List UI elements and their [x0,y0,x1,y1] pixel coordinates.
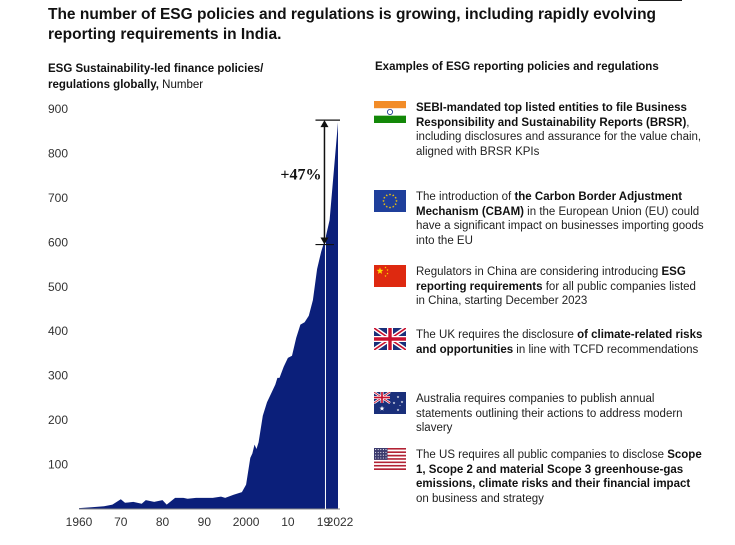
example-text: Australia requires companies to publish … [416,392,706,436]
y-tick-label: 300 [48,369,68,383]
area-series [79,122,338,510]
example-text-regular: Regulators in China are considering intr… [416,266,662,278]
example-text-regular: on business and strategy [416,492,544,505]
x-tick-label: 80 [156,515,170,529]
example-text-bold: Scope 1, Scope 2 and material Scope 3 gr… [416,449,702,490]
top-rule [638,0,682,1]
example-text-regular: in line with TCFD recommendations [513,343,699,356]
y-tick-label: 600 [48,235,68,249]
growth-arrow-head-up [320,120,329,128]
example-text: SEBI-mandated top listed entities to fil… [416,101,706,159]
x-tick-label: 2022 [327,515,354,529]
x-tick-label: 19 [317,515,331,529]
y-tick-label: 900 [48,102,68,116]
uk-flag-icon [374,328,406,350]
esg-policies-chart: 100 200 300 400 500 600 700 800 900 +47% 1960 70 80 9… [48,102,354,529]
y-tick-label: 400 [48,324,68,338]
example-text-regular: , including disclosures and assurance fo… [416,116,702,158]
x-tick-label: 1960 [66,515,93,529]
chart-title-unit: Number [158,79,204,91]
example-text: The US requires all public companies to … [416,448,706,506]
example-text-bold: SEBI-mandated top listed entities to fil… [416,102,687,129]
example-text-regular: in the European Union (EU) could have a … [416,205,704,247]
example-text: The introduction of the Carbon Border Ad… [416,190,706,248]
example-text-bold: the Carbon Border Adjustment Mechanism (… [416,191,683,218]
example-text: Regulators in China are considering intr… [416,265,706,309]
examples-title: Examples of ESG reporting policies and r… [375,61,659,73]
example-text-regular: The UK requires the disclosure [416,329,578,341]
example-text-regular: Australia requires companies to publish … [416,393,683,434]
y-tick-label: 700 [48,191,68,205]
us-flag-icon [374,448,406,470]
x-tick-label: 2000 [233,515,260,529]
example-text: The UK requires the disclosure of climat… [416,328,706,357]
y-tick-label: 100 [48,458,68,472]
chart-title: ESG Sustainability-led finance policies/… [48,61,288,93]
y-tick-label: 500 [48,280,68,294]
china-flag-icon [374,265,406,287]
growth-arrow-head-down [320,237,329,245]
chart-title-bold: ESG Sustainability-led finance policies/… [48,63,264,91]
page-heading: The number of ESG policies and regulatio… [48,6,657,43]
x-tick-label: 10 [281,515,295,529]
growth-label: +47% [280,166,321,183]
x-tick-label: 90 [198,515,212,529]
y-tick-label: 200 [48,413,68,427]
example-text-bold: of climate-related risks and opportuniti… [416,329,703,356]
example-text-bold: ESG reporting requirements [416,266,686,293]
india-flag-icon [374,101,406,123]
eu-flag-icon [374,190,406,212]
australia-flag-icon [374,392,406,414]
example-text-regular: The US requires all public companies to … [416,449,668,461]
example-text-regular: for all public companies listed in China… [416,280,696,308]
y-tick-label: 800 [48,146,68,160]
example-text-regular: The introduction of [416,191,515,203]
x-tick-label: 70 [114,515,128,529]
